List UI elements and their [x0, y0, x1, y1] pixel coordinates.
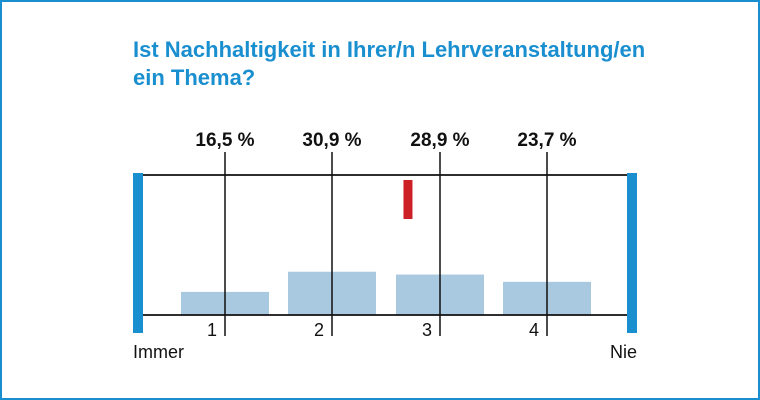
- scale-end-bar-left: [133, 173, 143, 333]
- scale-label-left: Immer: [133, 342, 184, 362]
- bars-layer: [181, 271, 591, 315]
- value-label-1: 16,5 %: [195, 130, 254, 151]
- chart-title-line-2: ein Thema?: [133, 65, 256, 90]
- scale-end-bar-right: [627, 173, 637, 333]
- chart-title: Ist Nachhaltigkeit in Ihrer/n Lehrverans…: [133, 36, 693, 92]
- tick-label-1: 1: [207, 320, 217, 340]
- tick-label-4: 4: [529, 320, 539, 340]
- mean-marker: [403, 180, 413, 219]
- scale-label-right: Nie: [610, 342, 637, 362]
- chart-title-line-1: Ist Nachhaltigkeit in Ihrer/n Lehrverans…: [133, 37, 646, 62]
- tick-label-2: 2: [314, 320, 324, 340]
- value-label-2: 30,9 %: [302, 130, 361, 151]
- value-label-4: 23,7 %: [517, 130, 576, 151]
- tick-label-3: 3: [422, 320, 432, 340]
- marks-layer: 16,5 % 1 30,9 % 2 28,9 % 3 23,7 % 4: [195, 130, 576, 340]
- value-label-3: 28,9 %: [410, 130, 469, 151]
